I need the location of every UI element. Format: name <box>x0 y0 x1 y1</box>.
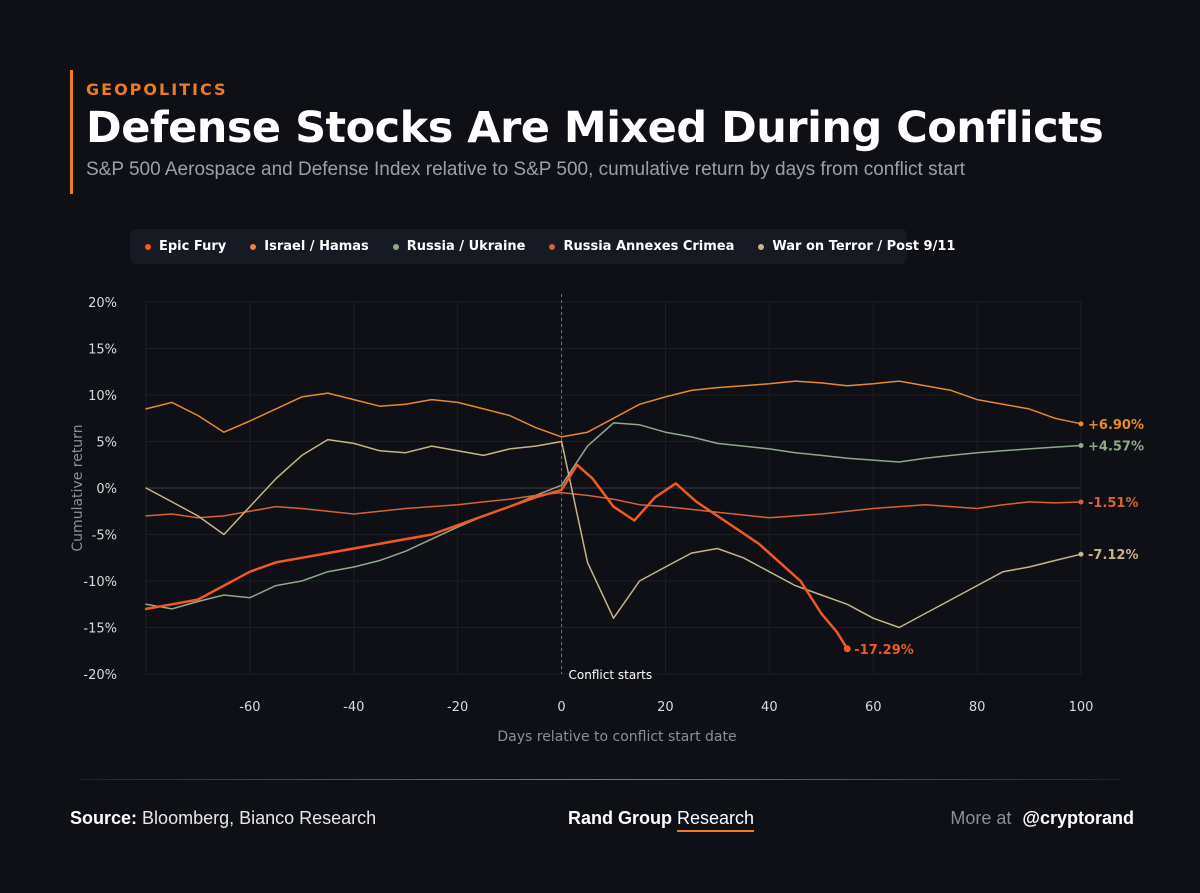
page-title: Defense Stocks Are Mixed During Conflict… <box>86 103 1104 153</box>
series-line-2 <box>145 491 1082 519</box>
legend-item: Israel / Hamas <box>250 239 369 254</box>
legend-label: War on Terror / Post 9/11 <box>772 239 956 254</box>
series-end-point <box>1078 551 1084 557</box>
y-tick-label: -10% <box>83 575 117 590</box>
legend-item: War on Terror / Post 9/11 <box>758 239 955 254</box>
x-tick-label: -60 <box>239 700 260 715</box>
legend-dot-icon <box>392 243 399 250</box>
x-tick-label: 40 <box>761 700 778 715</box>
chart-legend: Epic Fury Israel / Hamas Russia / Ukraine R… <box>130 229 955 264</box>
series-line-1 <box>145 422 1082 610</box>
legend-dot-icon <box>758 243 765 250</box>
conflict-start-label: Conflict starts <box>569 668 653 682</box>
y-tick-label: 20% <box>88 296 117 311</box>
legend-label: Israel / Hamas <box>264 239 369 254</box>
legend-item: Russia / Ukraine <box>392 239 526 254</box>
legend-dot-icon <box>549 243 556 250</box>
legend-item: Russia Annexes Crimea <box>549 239 734 254</box>
x-tick-label: -20 <box>447 700 468 715</box>
more-label: More at <box>950 808 1012 828</box>
x-tick-label: 100 <box>1069 700 1094 715</box>
x-tick-label: 20 <box>657 700 674 715</box>
y-tick-label: -20% <box>83 668 117 683</box>
y-axis-label: Cumulative return <box>70 424 86 551</box>
y-tick-label: 5% <box>96 436 117 451</box>
series-end-label: -17.29% <box>854 643 914 658</box>
y-tick-label: -5% <box>92 529 117 544</box>
y-tick-label: 15% <box>88 343 117 358</box>
series-end-point <box>843 645 851 653</box>
section-kicker: GEOPOLITICS <box>86 80 228 99</box>
series-line-4 <box>144 463 849 651</box>
series-line-0 <box>145 380 1082 438</box>
legend-label: Epic Fury <box>159 239 227 254</box>
x-tick-label: -40 <box>343 700 364 715</box>
series-end-point <box>1078 499 1084 505</box>
source-label: Source: <box>70 808 138 828</box>
x-tick-label: 80 <box>969 700 986 715</box>
more-link: More at @cryptorand <box>950 808 1134 829</box>
series-end-label: +6.90% <box>1088 418 1144 433</box>
x-axis-label: Days relative to conflict start date <box>497 729 736 745</box>
header: GEOPOLITICS Defense Stocks Are Mixed Dur… <box>70 70 1104 194</box>
y-tick-label: 0% <box>96 482 117 497</box>
series-line-3 <box>145 438 1082 629</box>
brand: Rand Group Research <box>568 808 755 832</box>
series-end-point <box>1078 421 1084 427</box>
page-subtitle: S&P 500 Aerospace and Defense Index rela… <box>86 159 966 180</box>
brand-accent: Research <box>677 808 755 832</box>
series-end-point <box>1078 442 1084 448</box>
social-handle[interactable]: @cryptorand <box>1022 808 1134 828</box>
legend-label: Russia / Ukraine <box>406 239 526 254</box>
y-tick-label: -15% <box>83 622 117 637</box>
legend-item: Epic Fury <box>145 239 226 254</box>
source-credit: Source: Bloomberg, Bianco Research <box>70 808 376 829</box>
x-tick-label: 0 <box>557 700 565 715</box>
series-end-label: +4.57% <box>1088 439 1144 454</box>
footer-divider <box>80 779 1120 780</box>
series-end-label: -1.51% <box>1088 496 1139 511</box>
brand-main: Rand Group <box>568 808 672 828</box>
legend-dot-icon <box>250 243 257 250</box>
y-tick-label: 10% <box>88 389 117 404</box>
legend-label: Russia Annexes Crimea <box>563 239 735 254</box>
legend-dot-icon <box>145 243 151 250</box>
x-tick-label: 60 <box>865 700 882 715</box>
series-end-label: -7.12% <box>1088 548 1139 563</box>
source-value: Bloomberg, Bianco Research <box>142 808 377 828</box>
